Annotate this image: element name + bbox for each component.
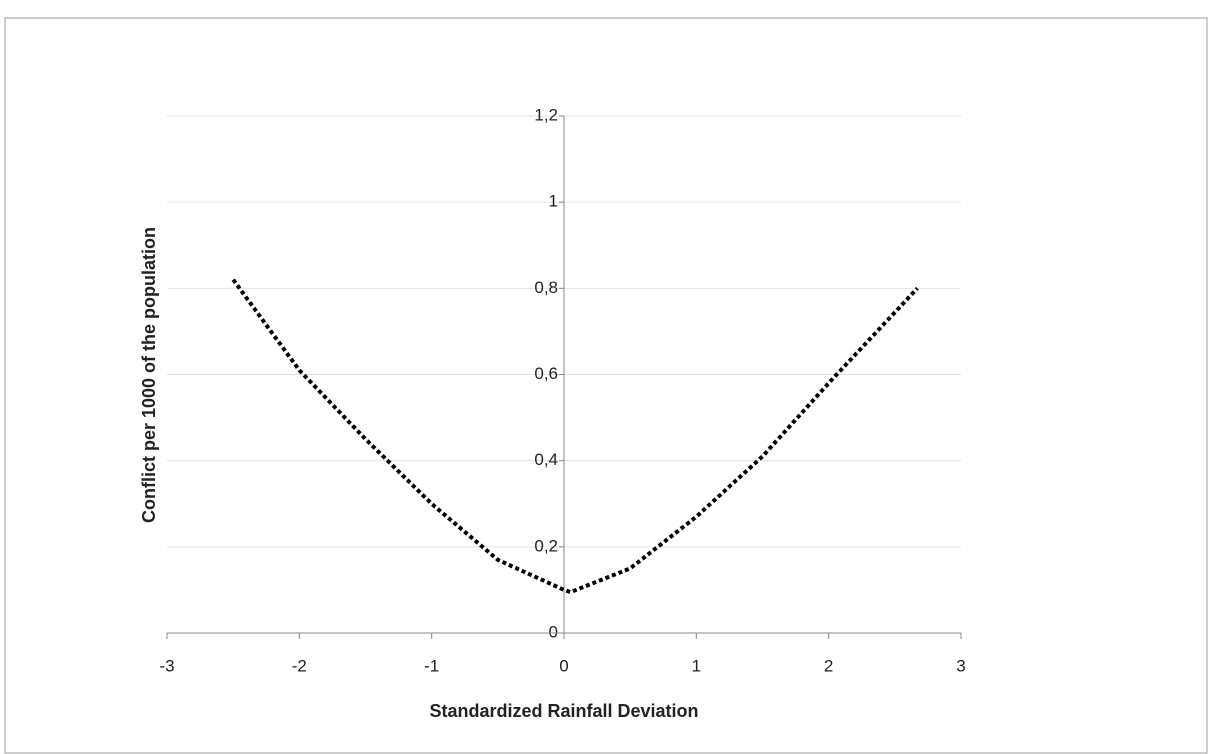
x-tick-label: 0	[559, 656, 568, 675]
x-tick-label: -2	[292, 656, 307, 675]
y-tick-label: 0,2	[534, 536, 558, 555]
y-axis-title: Conflict per 1000 of the population	[139, 227, 159, 523]
y-tick-label: 0,8	[534, 278, 558, 297]
y-tick-label: 1	[549, 192, 558, 211]
y-tick-label: 0,4	[534, 450, 558, 469]
x-tick-label: 2	[824, 656, 833, 675]
x-tick-label: 3	[956, 656, 965, 675]
x-tick-label: -1	[424, 656, 439, 675]
x-tick-label: 1	[692, 656, 701, 675]
y-tick-label: 1,2	[534, 105, 558, 124]
chart-border	[4, 17, 1208, 754]
y-tick-label: 0	[549, 622, 558, 641]
x-axis-title: Standardized Rainfall Deviation	[429, 701, 698, 721]
x-tick-label: -3	[159, 656, 174, 675]
y-tick-label: 0,6	[534, 364, 558, 383]
data-line	[231, 278, 919, 595]
